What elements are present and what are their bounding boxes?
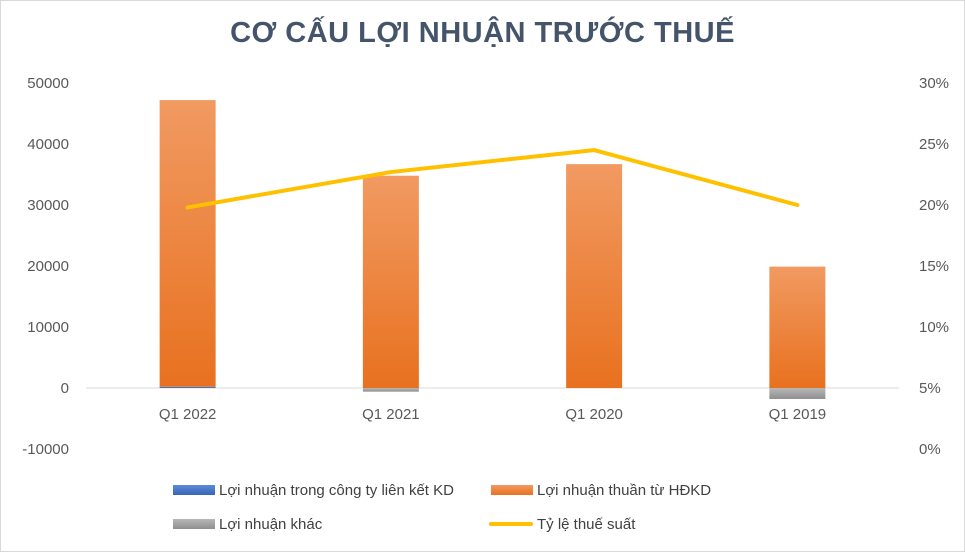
chart-title: CƠ CẤU LỢI NHUẬN TRƯỚC THUẾ [230,17,735,49]
y-right-tick-label: 10% [919,319,949,336]
y-left-tick-label: 30000 [27,197,69,214]
y-right-tick-label: 20% [919,197,949,214]
x-tick-label: Q1 2019 [769,406,827,423]
bar-l-i-nhu-n-trong-c-ng-ty-li-n-k-t-kd-0 [159,386,216,388]
y-right-tick-label: 25% [919,136,949,153]
bar-l-i-nhu-n-thu-n-t-h-kd-1 [362,175,419,388]
y-left-tick-label: 20000 [27,258,69,275]
legend-swatch [173,519,215,529]
legend-swatch [491,485,533,495]
x-tick-label: Q1 2020 [565,406,623,423]
bar-l-i-nhu-n-thu-n-t-h-kd-0 [159,100,216,387]
x-tick-label: Q1 2022 [159,406,217,423]
legend-label: Lợi nhuận trong công ty liên kết KD [219,482,454,499]
bar-l-i-nhu-n-thu-n-t-h-kd-2 [566,164,623,388]
legend-label: Lợi nhuận khác [219,516,323,533]
y-right-tick-label: 0% [919,441,941,458]
line-series-tax-rate [185,148,800,210]
legend-label: Tỷ lệ thuế suất [537,516,636,533]
legend-swatch [173,485,215,495]
y-right-tick-label: 15% [919,258,949,275]
y-left-tick-label: 50000 [27,75,69,92]
y-right-tick-label: 5% [919,380,941,397]
bar-l-i-nhu-n-kh-c-3 [769,388,826,399]
y-left-tick-label: 10000 [27,319,69,336]
y-left-tick-label: 0 [61,380,69,397]
legend-label: Lợi nhuận thuần từ HĐKD [537,482,711,499]
bar-l-i-nhu-n-kh-c-1 [362,388,419,392]
y-left-tick-label: 40000 [27,136,69,153]
y-left-tick-label: -10000 [22,441,69,458]
bar-l-i-nhu-n-thu-n-t-h-kd-3 [769,266,826,388]
x-tick-label: Q1 2021 [362,406,420,423]
y-right-tick-label: 30% [919,75,949,92]
